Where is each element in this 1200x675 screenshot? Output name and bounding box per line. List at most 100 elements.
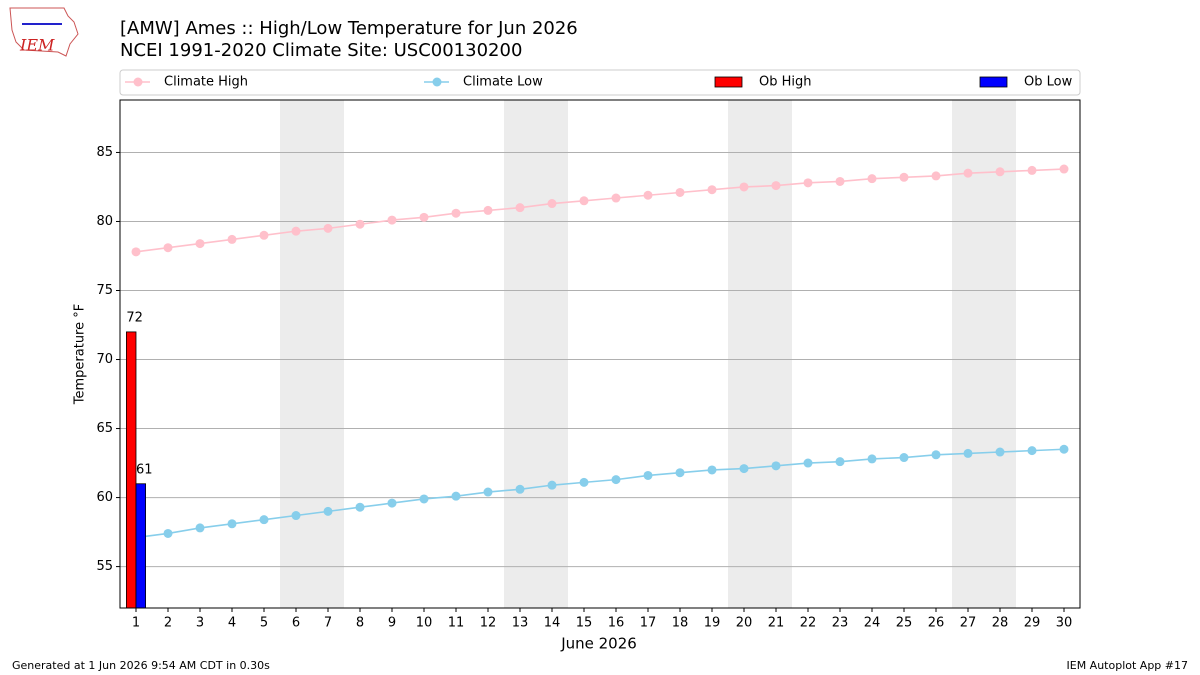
x-tick-label: 17 — [640, 616, 657, 631]
point — [867, 174, 877, 184]
x-tick-label: 14 — [544, 616, 561, 631]
point — [675, 187, 685, 197]
x-tick-label: 21 — [768, 616, 785, 631]
point — [963, 448, 973, 458]
point — [579, 196, 589, 206]
x-tick-label: 29 — [1024, 616, 1041, 631]
x-tick-label: 25 — [896, 616, 913, 631]
x-tick-label: 9 — [388, 616, 396, 631]
point — [451, 491, 461, 501]
point — [643, 470, 653, 480]
x-tick-label: 30 — [1056, 616, 1073, 631]
point — [803, 458, 813, 468]
point — [131, 247, 141, 257]
point — [515, 484, 525, 494]
point — [963, 168, 973, 178]
x-tick-label: 16 — [608, 616, 625, 631]
legend-swatch — [979, 76, 1008, 88]
x-tick-label: 24 — [864, 616, 881, 631]
weekend-shade — [728, 100, 792, 608]
point — [515, 203, 525, 213]
y-axis-label: Temperature °F — [73, 304, 88, 405]
x-tick-label: 5 — [260, 616, 268, 631]
x-tick-label: 11 — [448, 616, 465, 631]
x-tick-label: 18 — [672, 616, 689, 631]
point — [323, 223, 333, 233]
legend-marker — [133, 77, 143, 87]
y-tick-label: 60 — [96, 490, 113, 505]
point — [739, 464, 749, 474]
point — [1059, 444, 1069, 454]
point — [771, 181, 781, 191]
chart-title: [AMW] Ames :: High/Low Temperature for J… — [120, 18, 578, 39]
weekend-shade — [504, 100, 568, 608]
point — [707, 465, 717, 475]
x-tick-label: 22 — [800, 616, 817, 631]
x-tick-label: 27 — [960, 616, 977, 631]
point — [579, 477, 589, 487]
point — [803, 178, 813, 188]
point — [163, 243, 173, 253]
point — [1027, 165, 1037, 175]
logo: IEM — [9, 7, 79, 57]
legend-swatch — [714, 76, 743, 88]
x-tick-label: 26 — [928, 616, 945, 631]
point — [643, 190, 653, 200]
x-tick-label: 8 — [356, 616, 364, 631]
point — [931, 171, 941, 181]
point — [451, 208, 461, 218]
x-tick-label: 12 — [480, 616, 497, 631]
y-tick-label: 70 — [96, 352, 113, 367]
footer-left: Generated at 1 Jun 2026 9:54 AM CDT in 0… — [12, 659, 270, 672]
x-tick-label: 6 — [292, 616, 300, 631]
point — [163, 528, 173, 538]
series-line — [135, 168, 1065, 253]
point — [707, 185, 717, 195]
point — [291, 511, 301, 521]
point — [259, 515, 269, 525]
point — [611, 193, 621, 203]
weekend-shade — [280, 100, 344, 608]
point — [995, 447, 1005, 457]
x-tick-label: 28 — [992, 616, 1009, 631]
point — [355, 219, 365, 229]
point — [387, 215, 397, 225]
point — [835, 176, 845, 186]
y-tick-label: 85 — [96, 145, 113, 160]
x-tick-label: 20 — [736, 616, 753, 631]
x-tick-label: 15 — [576, 616, 593, 631]
point — [611, 475, 621, 485]
legend-marker — [432, 77, 442, 87]
point — [739, 182, 749, 192]
point — [931, 450, 941, 460]
legend-label: Ob Low — [1024, 75, 1073, 90]
point — [547, 480, 557, 490]
series-line — [135, 448, 1065, 539]
x-tick-label: 4 — [228, 616, 236, 631]
footer-right: IEM Autoplot App #17 — [1067, 659, 1189, 672]
point — [899, 453, 909, 463]
bar — [135, 483, 147, 609]
chart-subtitle: NCEI 1991-2020 Climate Site: USC00130200 — [120, 40, 522, 61]
x-tick-label: 2 — [164, 616, 172, 631]
y-tick-label: 55 — [96, 559, 113, 574]
point — [995, 167, 1005, 177]
point — [227, 234, 237, 244]
point — [483, 487, 493, 497]
point — [195, 523, 205, 533]
x-axis-label: June 2026 — [560, 635, 637, 653]
point — [675, 468, 685, 478]
x-tick-label: 7 — [324, 616, 332, 631]
y-tick-label: 65 — [96, 421, 113, 436]
logo-outline — [9, 7, 79, 57]
point — [771, 461, 781, 471]
point — [419, 494, 429, 504]
x-tick-label: 23 — [832, 616, 849, 631]
point — [195, 239, 205, 249]
point — [419, 212, 429, 222]
logo-text: IEM — [19, 36, 55, 55]
legend-label: Climate Low — [463, 75, 543, 90]
point — [483, 205, 493, 215]
point — [1027, 446, 1037, 456]
point — [227, 519, 237, 529]
